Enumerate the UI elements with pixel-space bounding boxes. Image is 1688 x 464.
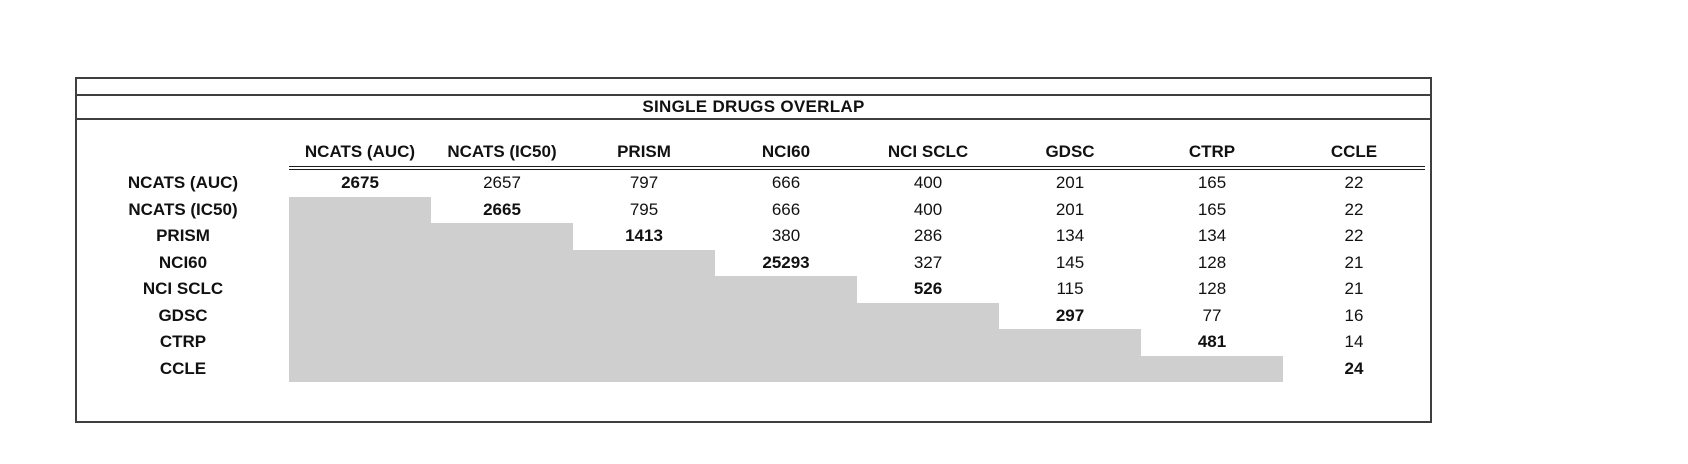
shaded-cell (573, 329, 715, 356)
shaded-cell (999, 329, 1141, 356)
shaded-cell (715, 329, 857, 356)
matrix-cell: 128 (1197, 252, 1227, 272)
matrix-cell: 165 (1197, 199, 1227, 219)
matrix-cell: 24 (1344, 358, 1364, 378)
matrix-cell: 666 (771, 199, 801, 219)
matrix-cell: 1413 (625, 226, 663, 246)
matrix-cell: 77 (1202, 305, 1222, 325)
shaded-cell (1141, 355, 1283, 382)
matrix-cell: 400 (913, 173, 943, 193)
matrix-cell: 25293 (762, 252, 810, 272)
matrix-cell: 2675 (341, 173, 379, 193)
matrix-cell: 286 (913, 226, 943, 246)
row-label: PRISM (156, 226, 210, 246)
matrix-cell: 201 (1055, 199, 1085, 219)
matrix-cell: 22 (1344, 199, 1364, 219)
matrix-cell: 134 (1197, 226, 1227, 246)
shaded-cell (289, 249, 431, 276)
shaded-cell (715, 355, 857, 382)
empty-spacer-row (77, 79, 1430, 96)
row-label: NCATS (AUC) (127, 173, 239, 193)
shaded-cell (431, 355, 573, 382)
shaded-cell (573, 249, 715, 276)
shaded-cell (431, 223, 573, 250)
matrix-cell: 666 (771, 173, 801, 193)
shaded-cell (289, 223, 431, 250)
matrix-cell: 481 (1197, 332, 1227, 352)
shaded-cell (289, 276, 431, 303)
row-label: CTRP (159, 332, 207, 352)
row-label: NCATS (IC50) (128, 199, 238, 219)
matrix-cell: 21 (1344, 279, 1364, 299)
shaded-cell (857, 329, 999, 356)
matrix-cell: 165 (1197, 173, 1227, 193)
shaded-cell (857, 355, 999, 382)
matrix-cell: 115 (1056, 279, 1084, 299)
row-label: NCI60 (158, 252, 208, 272)
matrix-cell: 2665 (483, 199, 521, 219)
matrix-corner-cell (77, 138, 289, 166)
overlap-table: SINGLE DRUGS OVERLAP NCATS (AUC) NCATS (I… (75, 77, 1432, 423)
matrix-cell: 526 (913, 279, 943, 299)
shaded-cell (999, 355, 1141, 382)
matrix-cell: 327 (913, 252, 943, 272)
column-header: CCLE (1283, 138, 1425, 170)
row-label: GDSC (158, 305, 208, 325)
matrix-cell: 201 (1055, 173, 1085, 193)
overlap-matrix: NCATS (AUC) NCATS (IC50) PRISM NCI60 NCI SCL… (77, 138, 1425, 382)
shaded-cell (573, 276, 715, 303)
table-title: SINGLE DRUGS OVERLAP (642, 97, 865, 116)
matrix-cell: 128 (1197, 279, 1227, 299)
shaded-cell (857, 302, 999, 329)
matrix-cell: 22 (1344, 226, 1364, 246)
matrix-cell: 22 (1344, 173, 1364, 193)
matrix-cell: 797 (629, 173, 659, 193)
shaded-cell (289, 355, 431, 382)
matrix-cell: 14 (1344, 332, 1364, 352)
matrix-cell: 400 (913, 199, 943, 219)
shaded-cell (715, 302, 857, 329)
shaded-cell (431, 249, 573, 276)
matrix-cell: 145 (1055, 252, 1085, 272)
shaded-cell (289, 302, 431, 329)
column-header: GDSC (999, 138, 1141, 170)
column-header: NCI60 (715, 138, 857, 170)
matrix-cell: 2657 (483, 173, 521, 193)
matrix-cell: 380 (771, 226, 801, 246)
matrix-cell: 297 (1055, 305, 1085, 325)
matrix-cell: 16 (1344, 305, 1364, 325)
table-title-row: SINGLE DRUGS OVERLAP (77, 96, 1430, 120)
shaded-cell (573, 302, 715, 329)
column-header: NCI SCLC (857, 138, 999, 170)
row-label: NCI SCLC (142, 279, 224, 299)
column-header: PRISM (573, 138, 715, 170)
shaded-cell (289, 329, 431, 356)
column-header: NCATS (AUC) (289, 138, 431, 170)
column-header: CTRP (1141, 138, 1283, 170)
column-header: NCATS (IC50) (431, 138, 573, 170)
shaded-cell (573, 355, 715, 382)
shaded-cell (431, 329, 573, 356)
matrix-cell: 795 (629, 199, 659, 219)
row-label: CCLE (159, 358, 207, 378)
matrix-cell: 21 (1344, 252, 1364, 272)
shaded-cell (431, 302, 573, 329)
shaded-cell (715, 276, 857, 303)
shaded-cell (431, 276, 573, 303)
matrix-cell: 134 (1055, 226, 1085, 246)
shaded-cell (289, 196, 431, 223)
